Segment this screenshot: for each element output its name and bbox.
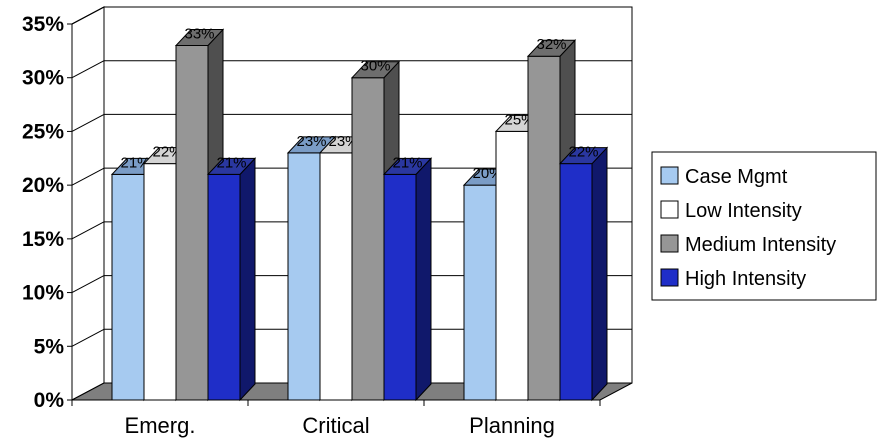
x-tick-label: Emerg. (125, 413, 196, 438)
bar (558, 146, 609, 402)
bar-front (319, 152, 353, 401)
gridline-side (71, 113, 105, 132)
bar-front (559, 163, 593, 401)
legend-swatch (660, 166, 679, 185)
bar-top (174, 28, 225, 46)
legend-swatch (660, 200, 679, 219)
bar-front (383, 173, 417, 401)
data-label: 21% (120, 154, 150, 171)
bar-front (111, 173, 145, 401)
legend-label: Case Mgmt (685, 166, 788, 188)
data-label: 23% (328, 133, 358, 150)
y-tick-label: 10% (22, 282, 64, 305)
legend-label: Medium Intensity (685, 234, 836, 256)
bar-side (415, 157, 432, 402)
gridline-side (71, 275, 105, 294)
data-label: 22% (568, 144, 598, 161)
bar-top (206, 157, 257, 175)
legend-swatch (660, 268, 679, 287)
bar-side (591, 146, 608, 402)
data-label: 23% (296, 133, 326, 150)
data-label: 30% (360, 58, 390, 75)
legend-swatch (660, 234, 679, 253)
y-tick-label: 0% (34, 389, 65, 412)
bar-top (382, 157, 433, 175)
gridline-side (71, 6, 105, 25)
bar-front (351, 77, 385, 401)
y-tick-label: 25% (22, 120, 64, 143)
y-tick-label: 20% (22, 174, 64, 197)
bar (206, 157, 257, 402)
y-tick-label: 15% (22, 228, 64, 251)
data-label: 21% (216, 154, 246, 171)
data-label: 22% (152, 144, 182, 161)
y-tick-label: 35% (22, 13, 64, 36)
gridline-side (71, 221, 105, 240)
x-tick-label: Planning (469, 413, 555, 438)
bar-top (558, 147, 609, 165)
side-wall (71, 6, 105, 401)
bar-side (239, 157, 256, 402)
legend-label: High Intensity (685, 268, 806, 290)
legend (651, 151, 877, 301)
data-label: 25% (504, 111, 534, 128)
bar-top (526, 39, 577, 57)
gridline-side (71, 60, 105, 79)
gridline-side (71, 328, 105, 347)
gridline-side (71, 167, 105, 186)
bar-top (350, 61, 401, 79)
bar-front (143, 163, 177, 401)
bar-front (207, 173, 241, 401)
data-label: 20% (472, 165, 502, 182)
data-label: 32% (536, 36, 566, 53)
bar-front (495, 130, 529, 401)
y-tick-label: 5% (34, 335, 65, 358)
x-tick-label: Critical (302, 413, 369, 438)
data-label: 33% (184, 25, 214, 42)
bar-front (287, 152, 321, 401)
bar-front (527, 55, 561, 401)
data-label: 21% (392, 154, 422, 171)
bar-front (175, 44, 209, 401)
bar-front (463, 184, 497, 401)
legend-label: Low Intensity (685, 200, 802, 222)
bar (382, 157, 433, 402)
y-tick-label: 30% (22, 67, 64, 90)
